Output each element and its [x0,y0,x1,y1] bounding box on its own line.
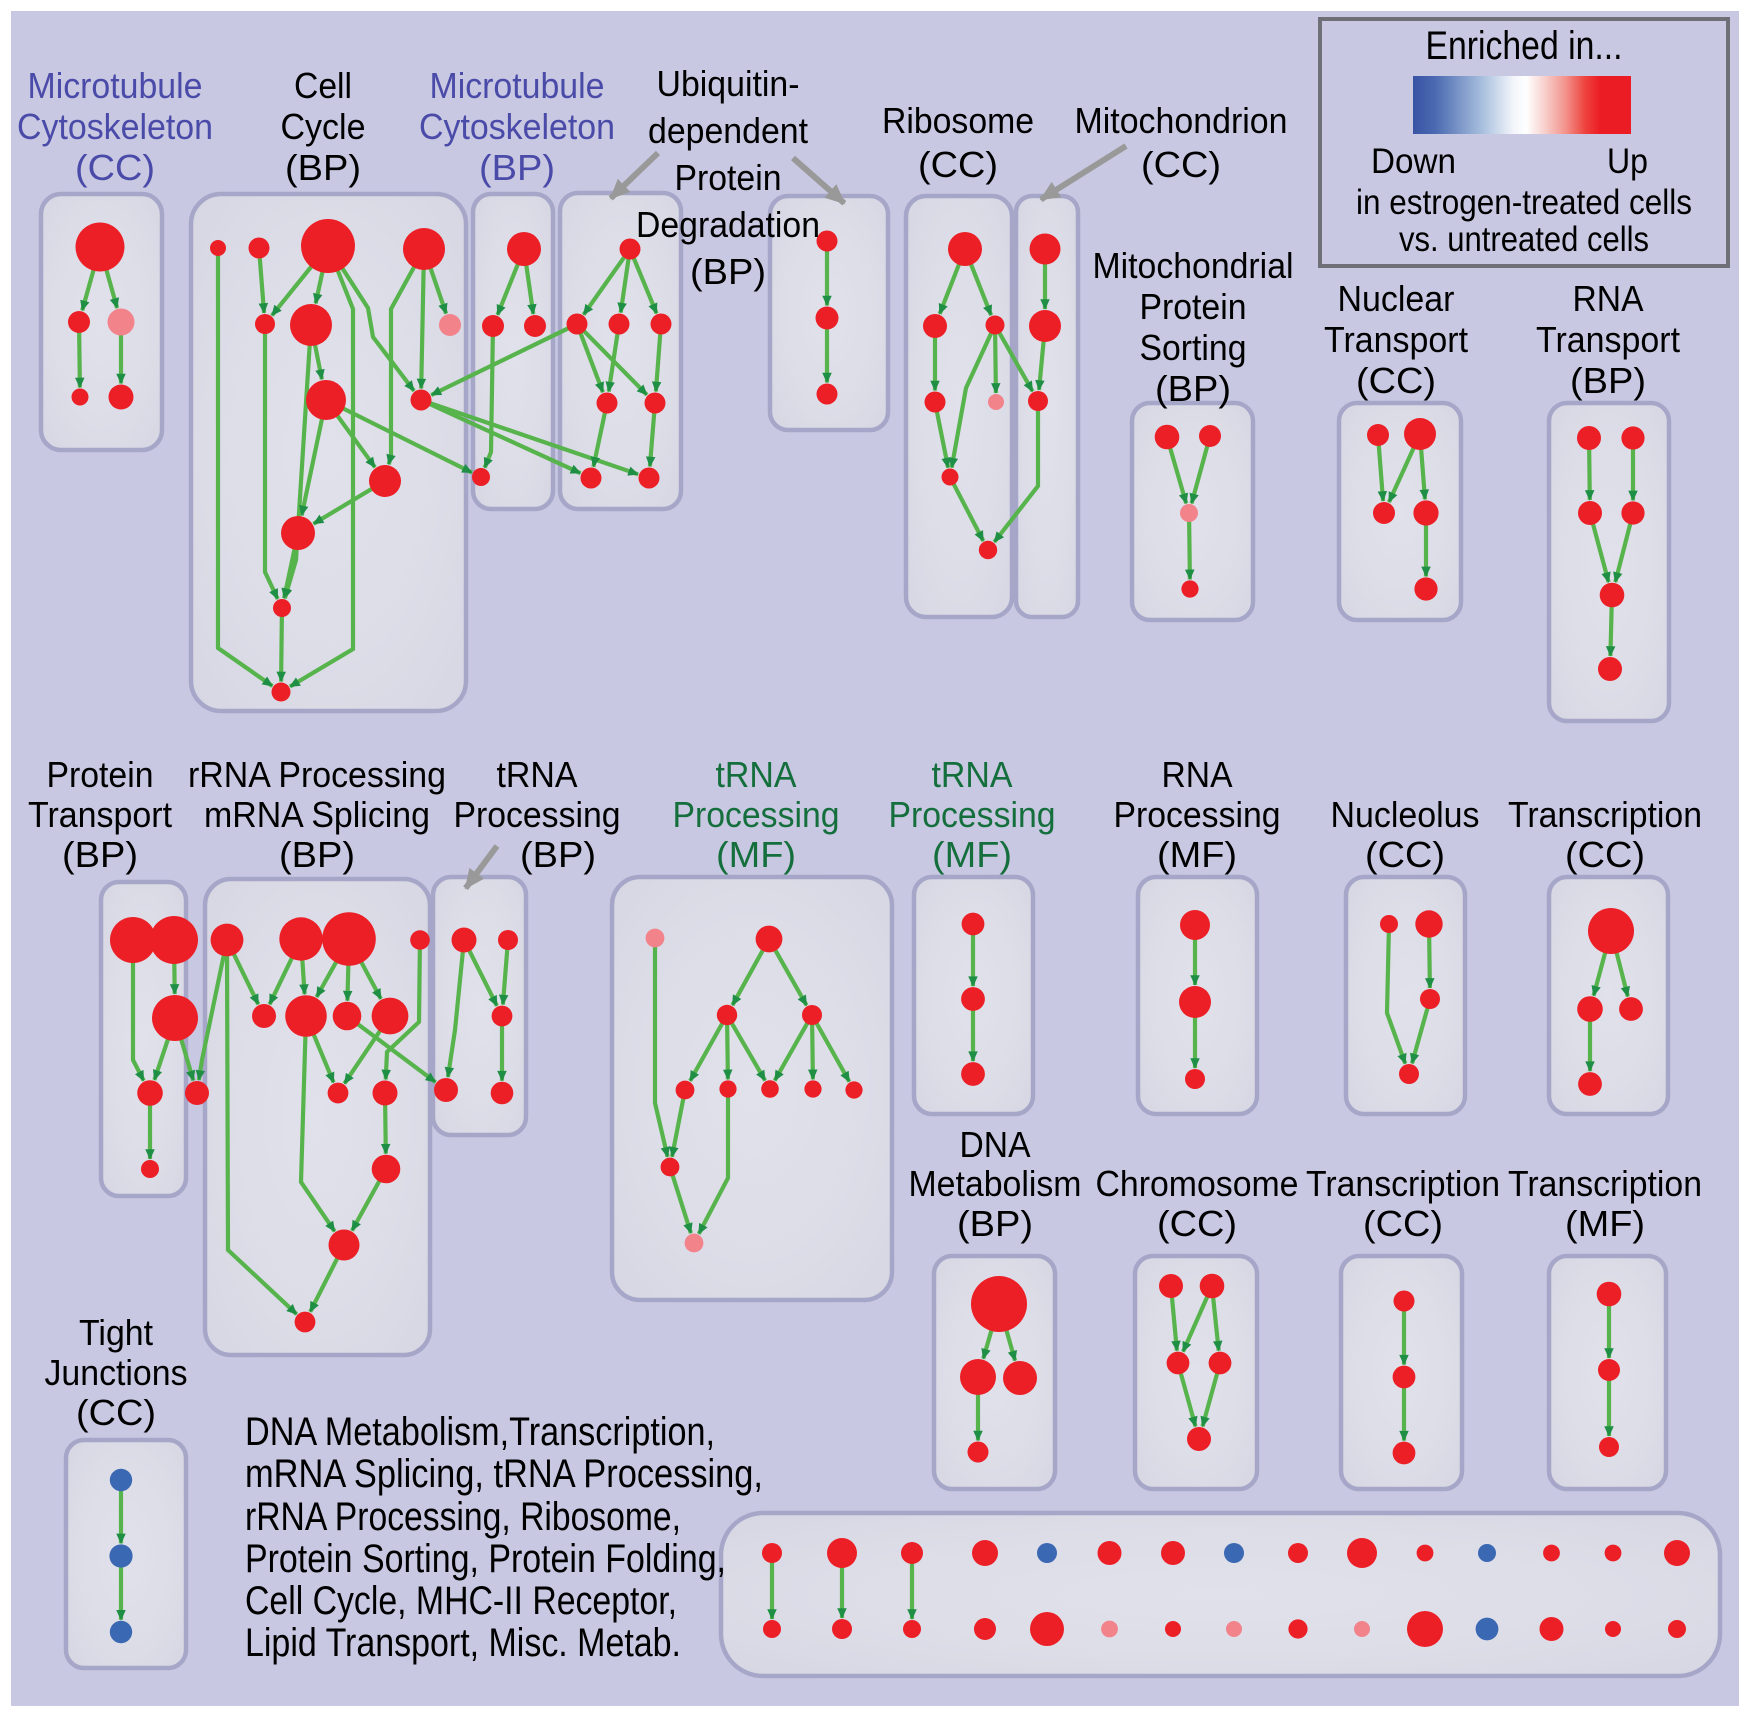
svg-text:rRNA Processing, Ribosome,: rRNA Processing, Ribosome, [245,1495,681,1539]
svg-text:Nucleolus: Nucleolus [1331,794,1480,835]
svg-text:Transport: Transport [1324,319,1468,360]
svg-text:Protein: Protein [47,754,154,795]
svg-text:Processing: Processing [454,794,621,835]
svg-text:Mitochondrion: Mitochondrion [1075,100,1288,141]
svg-text:Down: Down [1371,142,1456,181]
svg-text:Degradation: Degradation [636,204,820,245]
svg-text:tRNA: tRNA [932,754,1013,795]
svg-text:(CC): (CC) [918,144,998,185]
svg-text:(CC): (CC) [75,147,155,188]
svg-text:Tight: Tight [79,1312,153,1353]
svg-text:Microtubule: Microtubule [430,65,605,106]
svg-text:Transcription: Transcription [1508,1163,1702,1204]
svg-text:dependent: dependent [648,110,808,151]
svg-text:Up: Up [1607,142,1648,181]
svg-text:Processing: Processing [889,794,1056,835]
svg-text:tRNA: tRNA [716,754,797,795]
svg-text:(CC): (CC) [1565,834,1645,875]
svg-text:(BP): (BP) [957,1203,1033,1244]
svg-text:vs. untreated cells: vs. untreated cells [1399,220,1649,259]
svg-text:Sorting: Sorting [1140,327,1247,368]
svg-text:Protein Sorting, Protein Foldi: Protein Sorting, Protein Folding, [245,1537,726,1581]
svg-text:(MF): (MF) [1565,1203,1645,1244]
svg-text:Cell: Cell [294,65,352,106]
svg-text:Cytoskeleton: Cytoskeleton [17,106,213,147]
svg-text:DNA Metabolism,Transcription,: DNA Metabolism,Transcription, [245,1410,715,1454]
svg-text:(BP): (BP) [62,834,138,875]
svg-text:Ribosome: Ribosome [882,100,1034,141]
svg-text:mRNA Splicing, tRNA Processing: mRNA Splicing, tRNA Processing, [245,1452,763,1496]
svg-text:Ubiquitin-: Ubiquitin- [657,63,800,104]
svg-text:(BP): (BP) [285,147,361,188]
svg-text:Junctions: Junctions [45,1352,188,1393]
svg-text:(CC): (CC) [1141,144,1221,185]
svg-text:RNA: RNA [1573,278,1644,319]
svg-text:rRNA Processing: rRNA Processing [188,754,446,795]
svg-text:(MF): (MF) [932,834,1012,875]
svg-text:Cycle: Cycle [281,106,366,147]
svg-text:Cytoskeleton: Cytoskeleton [419,106,615,147]
svg-text:Transcription: Transcription [1306,1163,1500,1204]
svg-text:Nuclear: Nuclear [1338,278,1455,319]
svg-text:Processing: Processing [1114,794,1281,835]
svg-text:Protein: Protein [1140,286,1247,327]
svg-text:(BP): (BP) [1570,360,1646,401]
svg-text:(BP): (BP) [479,147,555,188]
svg-text:(CC): (CC) [76,1392,156,1433]
svg-text:mRNA Splicing: mRNA Splicing [204,794,430,835]
svg-text:(CC): (CC) [1365,834,1445,875]
svg-text:(MF): (MF) [1157,834,1237,875]
svg-text:(CC): (CC) [1356,360,1436,401]
svg-text:Chromosome: Chromosome [1096,1163,1299,1204]
svg-text:Protein: Protein [675,157,782,198]
svg-text:Mitochondrial: Mitochondrial [1093,245,1294,286]
svg-text:(BP): (BP) [1155,368,1231,409]
svg-text:tRNA: tRNA [497,754,578,795]
svg-text:DNA: DNA [960,1124,1031,1165]
svg-text:in estrogen-treated cells: in estrogen-treated cells [1356,183,1692,222]
svg-text:RNA: RNA [1162,754,1233,795]
svg-text:Enriched in...: Enriched in... [1426,24,1623,68]
svg-text:(MF): (MF) [716,834,796,875]
svg-text:Transport: Transport [1536,319,1680,360]
svg-text:(CC): (CC) [1363,1203,1443,1244]
svg-text:Transport: Transport [28,794,172,835]
svg-text:(BP): (BP) [279,834,355,875]
svg-text:Transcription: Transcription [1508,794,1702,835]
svg-text:Metabolism: Metabolism [909,1163,1082,1204]
svg-text:Microtubule: Microtubule [28,65,203,106]
svg-text:Cell Cycle, MHC-II Receptor,: Cell Cycle, MHC-II Receptor, [245,1579,677,1623]
svg-text:(BP): (BP) [520,834,596,875]
svg-text:(BP): (BP) [690,251,766,292]
svg-text:(CC): (CC) [1157,1203,1237,1244]
svg-text:Processing: Processing [673,794,840,835]
svg-text:Lipid Transport, Misc. Metab.: Lipid Transport, Misc. Metab. [245,1621,681,1665]
